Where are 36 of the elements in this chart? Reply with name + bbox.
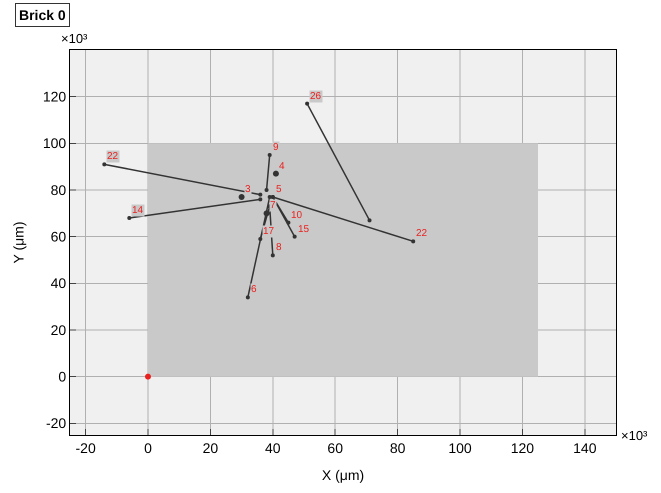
x-tick-label: 20 [202, 440, 218, 456]
y-tick-label: 100 [42, 135, 66, 152]
text: ×10³ [621, 428, 648, 443]
y-tick-label: 120 [42, 88, 66, 105]
annotation: 7 [270, 200, 276, 211]
x-tick-label: 100 [448, 440, 472, 456]
y-tick-label: -20 [46, 415, 66, 432]
chart-title: Brick 0 [19, 7, 66, 23]
annotation: 5 [276, 184, 282, 195]
y-axis-title: Y (μm) [10, 221, 26, 264]
annotation: 4 [279, 161, 285, 172]
x-tick-label: 60 [327, 440, 344, 456]
y-tick-label: 60 [50, 228, 66, 245]
x-tick-label: 120 [510, 440, 534, 456]
x-tick-label: 40 [265, 440, 281, 456]
x-tick-label: 80 [390, 440, 406, 456]
annotation: 22 [416, 228, 428, 239]
x-tick-label: -20 [75, 440, 96, 456]
annotation: 17 [263, 226, 275, 237]
x-axis-title: X (μm) [322, 467, 364, 484]
y-tick-label: 0 [58, 368, 66, 385]
text: ×10³ [61, 31, 88, 46]
annotation: 6 [251, 284, 257, 295]
annotation: 14 [132, 205, 144, 216]
annotation: 22 [107, 151, 119, 162]
x-tick-label: 0 [144, 440, 152, 456]
annotation: 15 [298, 224, 310, 235]
annotation: 8 [276, 242, 282, 253]
x-tick-label: 140 [573, 440, 597, 456]
annotation: 26 [310, 91, 322, 102]
y-tick-label: 80 [50, 182, 66, 198]
annotation: 3 [245, 184, 251, 195]
y-tick-label: 40 [50, 275, 66, 292]
annotation: 10 [291, 210, 303, 221]
annotation: 9 [273, 142, 279, 153]
y-tick-label: 20 [50, 322, 66, 338]
